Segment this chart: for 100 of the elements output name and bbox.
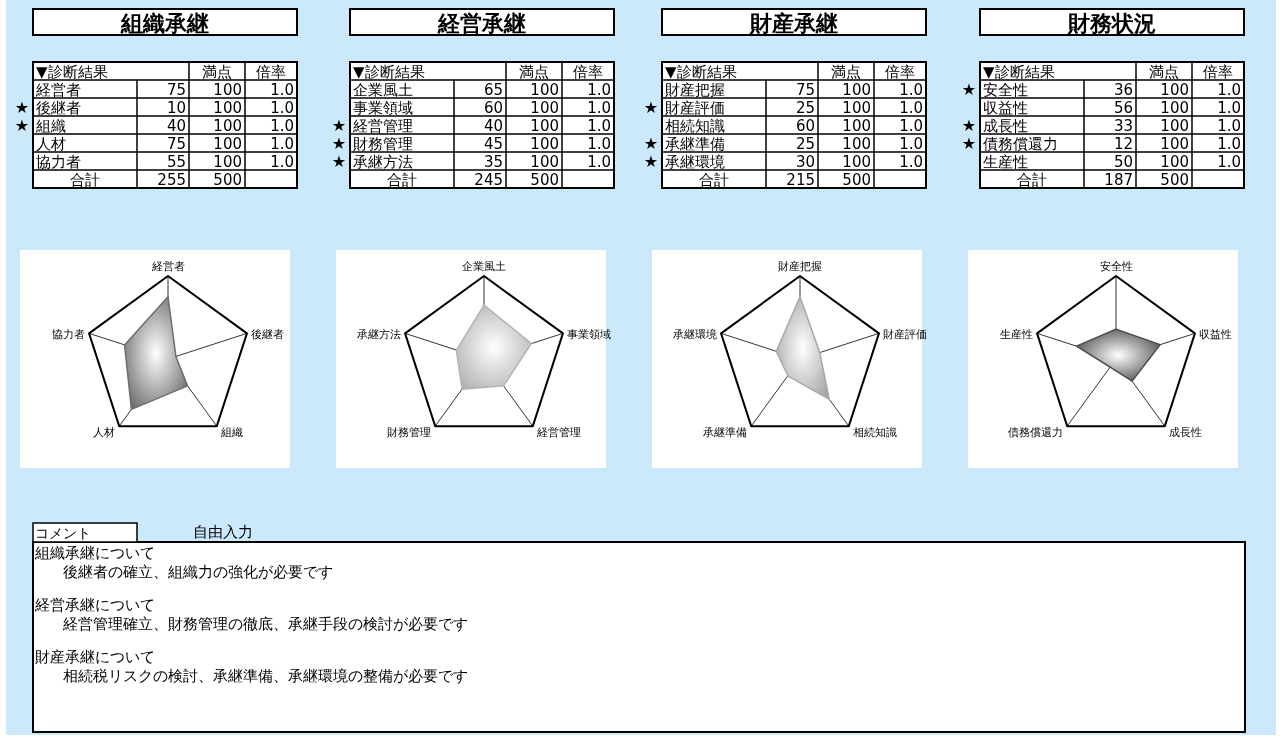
category-label: 組織: [36, 117, 66, 135]
text: 60: [795, 117, 815, 135]
text: 50: [1113, 153, 1133, 171]
spoke-label: 協力者: [52, 328, 86, 342]
text: 1.0: [1217, 135, 1241, 153]
chart-title: 組織承継: [120, 11, 209, 36]
text: 25: [795, 135, 815, 153]
text: ★: [643, 152, 658, 171]
text: 倍率: [885, 63, 915, 81]
text: 25: [795, 99, 815, 117]
chart-title: 経営承継: [437, 11, 526, 36]
text: 187: [1104, 171, 1133, 189]
spoke-label: 経営者: [150, 260, 185, 273]
text: 1.0: [899, 135, 923, 153]
text: 100: [842, 117, 871, 135]
spoke-label: 事業領域: [566, 328, 611, 342]
text: 自由入力: [193, 523, 253, 541]
text: 経営承継について: [34, 596, 155, 614]
text: 100: [1160, 99, 1189, 117]
text: 100: [213, 135, 242, 153]
spoke-label: 企業風土: [462, 260, 506, 273]
text: 1.0: [1217, 153, 1241, 171]
text: 100: [1160, 81, 1189, 99]
text: ★: [331, 116, 346, 135]
text: 60: [483, 99, 503, 117]
text: 100: [530, 81, 559, 99]
category-label: 承継準備: [665, 135, 725, 153]
text: 56: [1113, 99, 1133, 117]
text: 合計: [70, 171, 100, 189]
text: 245: [474, 171, 503, 189]
category-label: 債務償還力: [983, 135, 1058, 153]
category-label: 事業領域: [353, 99, 413, 117]
chart-title: 財務状況: [1067, 11, 1156, 36]
category-label: 後継者: [36, 99, 81, 117]
text: 1.0: [587, 117, 611, 135]
text: 100: [213, 153, 242, 171]
text: 倍率: [573, 63, 603, 81]
spoke-label: 後継者: [250, 328, 284, 342]
text: 35: [483, 153, 503, 171]
text: 100: [213, 81, 242, 99]
text: 75: [166, 135, 186, 153]
category-label: 承継方法: [353, 153, 413, 171]
text: 12: [1113, 135, 1133, 153]
spoke-label: 財産把握: [778, 260, 822, 273]
text: 合計: [699, 171, 729, 189]
text: ★: [643, 98, 658, 117]
text: 100: [530, 99, 559, 117]
text: 500: [1160, 171, 1189, 189]
text: 1.0: [1217, 99, 1241, 117]
text: 36: [1113, 81, 1133, 99]
text: 1.0: [587, 135, 611, 153]
text: 30: [795, 153, 815, 171]
spoke-label: 人材: [93, 426, 116, 440]
text: 1.0: [270, 117, 294, 135]
spoke-label: 安全性: [1099, 260, 1133, 273]
text: ▼診断結果: [36, 63, 108, 81]
text: 1.0: [587, 99, 611, 117]
text: 100: [1160, 153, 1189, 171]
text: 100: [1160, 117, 1189, 135]
category-label: 経営管理: [353, 117, 413, 135]
text: 10: [166, 99, 186, 117]
text: 1.0: [270, 153, 294, 171]
text: 100: [213, 117, 242, 135]
text: ★: [961, 134, 976, 153]
spoke-label: 財務管理: [387, 426, 432, 440]
text: ★: [961, 80, 976, 99]
text: 満点: [831, 63, 861, 81]
text: 合計: [387, 171, 417, 189]
text: 組織承継について: [34, 544, 155, 562]
text: 1.0: [587, 81, 611, 99]
text: 倍率: [256, 63, 286, 81]
text: 75: [166, 81, 186, 99]
text: 1.0: [270, 99, 294, 117]
text: 40: [166, 117, 186, 135]
text: 500: [213, 171, 242, 189]
text: 1.0: [899, 153, 923, 171]
text: ▼診断結果: [983, 63, 1055, 81]
text: 500: [842, 171, 871, 189]
text: 100: [842, 135, 871, 153]
text: 1.0: [1217, 81, 1241, 99]
text: 100: [1160, 135, 1189, 153]
category-label: 経営者: [36, 81, 81, 99]
text: ▼診断結果: [353, 63, 425, 81]
category-label: 財産評価: [665, 99, 725, 117]
text: 倍率: [1203, 63, 1233, 81]
text: 100: [530, 153, 559, 171]
text: 財産承継について: [35, 648, 155, 666]
text: 経営管理確立、財務管理の徹底、承継手段の検討が必要です: [62, 615, 468, 633]
text: ★: [331, 152, 346, 171]
text: 1.0: [270, 81, 294, 99]
spoke-label: 債務償還力: [1008, 426, 1064, 440]
text: 相続税リスクの検討、承継準備、承継環境の整備が必要です: [63, 667, 468, 685]
category-label: 承継環境: [665, 153, 725, 171]
text: 255: [157, 171, 186, 189]
spoke-label: 承継環境: [673, 328, 718, 342]
spoke-label: 承継準備: [703, 426, 748, 440]
text: 1.0: [899, 99, 923, 117]
text: 合計: [1017, 171, 1047, 189]
text: 215: [786, 171, 815, 189]
text: 1.0: [899, 81, 923, 99]
